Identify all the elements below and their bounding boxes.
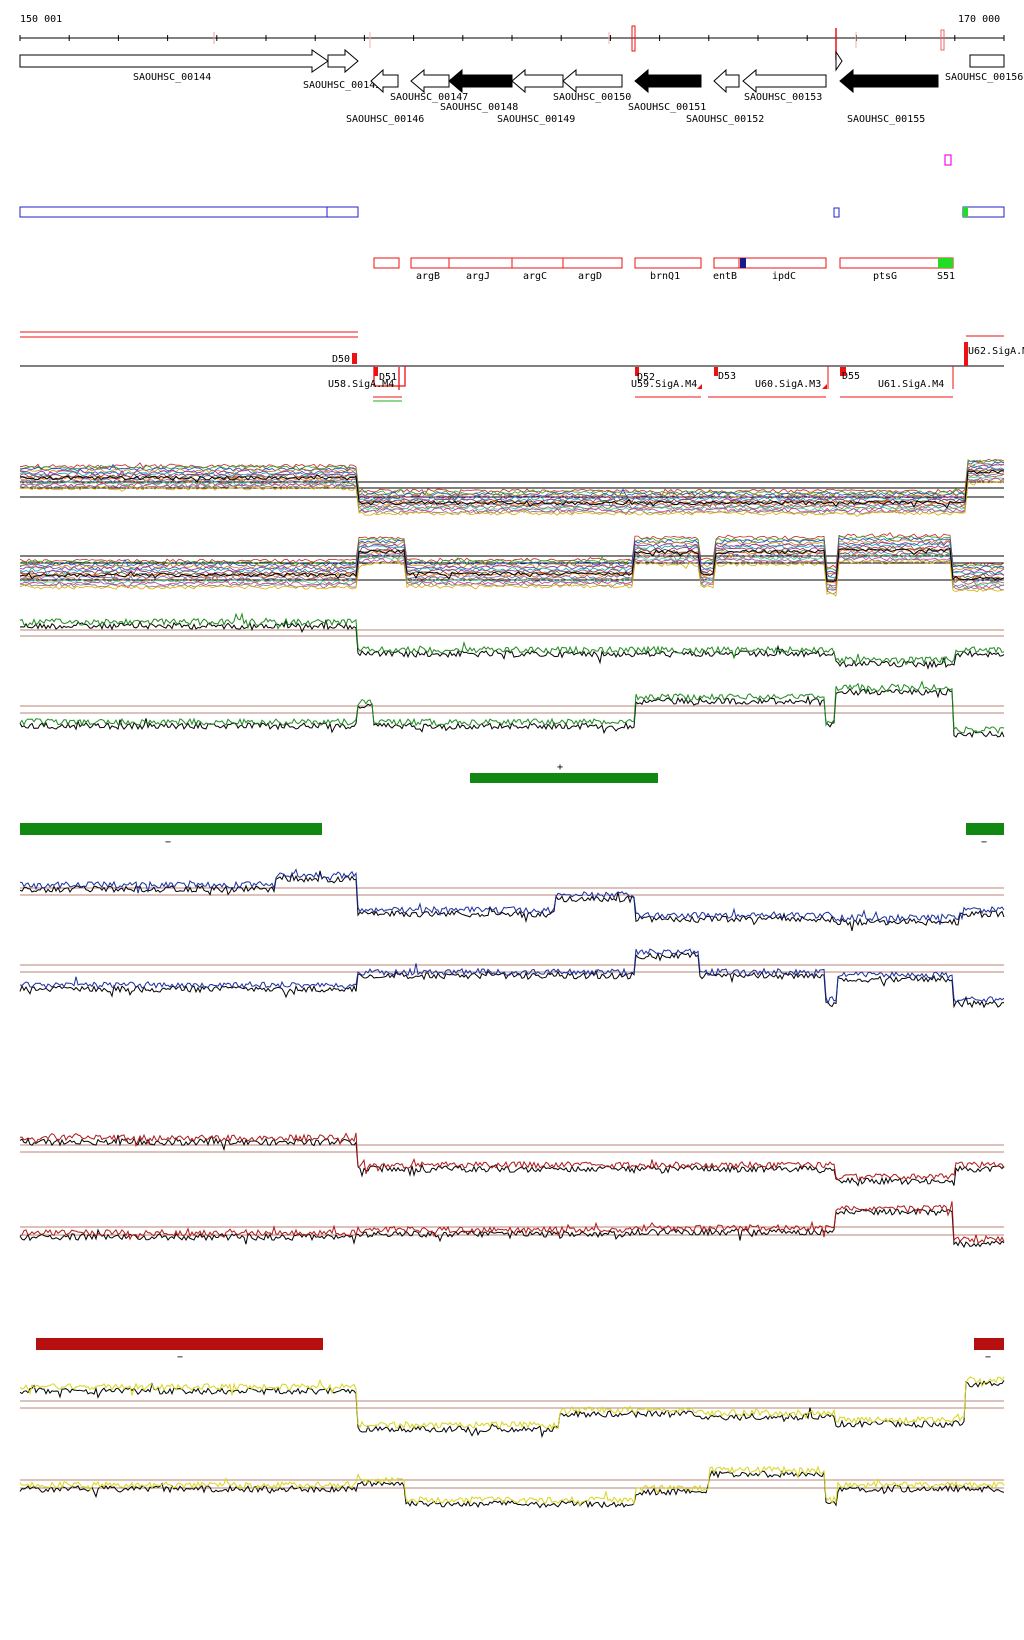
axis-ticks [19,35,1005,41]
gene-arrow-SAOUHSC_00149[interactable] [511,68,564,94]
operon-gene-label: brnQ1 [650,271,680,282]
red-strand-bars: − − [36,1338,1004,1363]
expression-multisample-minus [19,532,1005,597]
gene-track: SAOUHSC_00144 SAOUHSC_00145 SAOUHSC_0014… [19,48,1023,125]
strand-mark-minus: − [981,837,987,848]
gene-label: SAOUHSC_00152 [686,114,764,125]
blue-feature-track [19,206,1005,218]
tu-label-d55: D55 [842,371,860,382]
gene-arrow-SAOUHSC_00155[interactable] [839,68,939,94]
blue-feature[interactable] [962,206,1005,218]
gene-label: SAOUHSC_00156 [945,72,1023,83]
strand-mark-minus: − [985,1352,991,1363]
operon-s51-box[interactable] [938,258,953,268]
magenta-feature-marker[interactable] [944,154,952,166]
expression-yellow-minus [19,1465,1005,1509]
expression-yellow-plus [19,1376,1005,1439]
gene-arrow-SAOUHSC_00148[interactable] [448,68,513,94]
coordinate-axis: 150 001 170 000 [19,14,1005,60]
green-feature[interactable] [963,207,968,217]
tu-label-d50: D50 [332,354,350,365]
operon-gene-label: argD [578,271,602,282]
operon-track: argB argJ argC argD brnQ1 entB ipdC ptsG… [373,257,955,282]
gene-arrow-SAOUHSC_00146[interactable] [370,68,399,94]
gene-arrow-small[interactable] [835,50,843,72]
operon-gene-label: entB [713,271,737,282]
tu-label-u62: U62.SigA.M [968,346,1024,357]
expression-multisample-plus [19,458,1005,517]
gene-label: SAOUHSC_00153 [744,92,822,103]
red-bar-minus[interactable] [974,1338,1004,1350]
tu-label-u59: U59.SigA.M4 [631,379,697,390]
tu-label-d52: D52 [637,372,655,383]
expression-green-plus [19,612,1005,670]
gene-label: SAOUHSC_00151 [628,102,706,113]
strand-mark-plus: + [557,762,563,773]
operon-box[interactable] [634,257,702,269]
tu-label-d51: D51 [379,372,397,383]
gene-arrow-SAOUHSC_00151[interactable] [634,68,702,94]
gene-arrow-SAOUHSC_00147[interactable] [410,68,450,94]
expression-green-minus [19,680,1005,739]
tu-label-u61: U61.SigA.M4 [878,379,944,390]
green-bar-minus[interactable] [20,823,322,835]
operon-box[interactable] [839,257,954,269]
gene-arrow-SAOUHSC_00153[interactable] [742,68,827,94]
operon-marker [740,258,746,268]
expression-red-plus [19,1132,1005,1187]
operon-box[interactable] [373,257,400,269]
gene-arrow-SAOUHSC_00150[interactable] [562,68,623,94]
operon-gene-label: argB [416,271,440,282]
gene-label: SAOUHSC_00147 [390,92,468,103]
operon-box[interactable] [713,257,827,269]
gene-label: SAOUHSC_00150 [553,92,631,103]
gene-arrow-SAOUHSC_00144[interactable] [19,49,329,73]
red-bar-minus[interactable] [36,1338,323,1350]
gene-arrow-SAOUHSC_00145[interactable] [327,48,359,74]
operon-gene-label: argC [523,271,547,282]
blue-feature[interactable] [19,206,359,218]
transcription-unit-track: D50 U62.SigA.M D51 U58.SigA.M4 D52 U59.S… [20,331,1024,402]
blue-feature[interactable] [833,207,840,218]
operon-gene-label: ptsG [873,271,897,282]
axis-end-label: 170 000 [958,14,1000,25]
strand-mark-minus: − [165,837,171,848]
gene-arrow-SAOUHSC_00152[interactable] [713,68,740,94]
gene-label: SAOUHSC_00146 [346,114,424,125]
expression-red-minus [19,1201,1005,1249]
axis-start-label: 150 001 [20,14,62,25]
gene-label: SAOUHSC_00155 [847,114,925,125]
gene-label: SAOUHSC_00145 [303,80,381,91]
gene-label: SAOUHSC_00148 [440,102,518,113]
tu-label-u58: U58.SigA.M4 [328,379,394,390]
operon-gene-label: argJ [466,271,490,282]
green-bar-plus[interactable] [470,773,658,783]
expression-blue-plus [19,868,1005,932]
gene-label: SAOUHSC_00144 [133,72,211,83]
green-bar-minus[interactable] [966,823,1004,835]
tu-label-u60: U60.SigA.M3 [755,379,821,390]
gene-label: SAOUHSC_00149 [497,114,575,125]
operon-gene-label: ipdC [772,271,796,282]
green-strand-bars: + − − [20,762,1004,848]
operon-box[interactable] [410,257,623,269]
strand-mark-minus: − [177,1352,183,1363]
gene-arrow-SAOUHSC_00156[interactable] [969,54,1005,68]
tu-label-d53: D53 [718,371,736,382]
axis-highlights [213,25,945,60]
operon-gene-label: S51 [937,271,955,282]
expression-blue-minus [19,948,1005,1009]
